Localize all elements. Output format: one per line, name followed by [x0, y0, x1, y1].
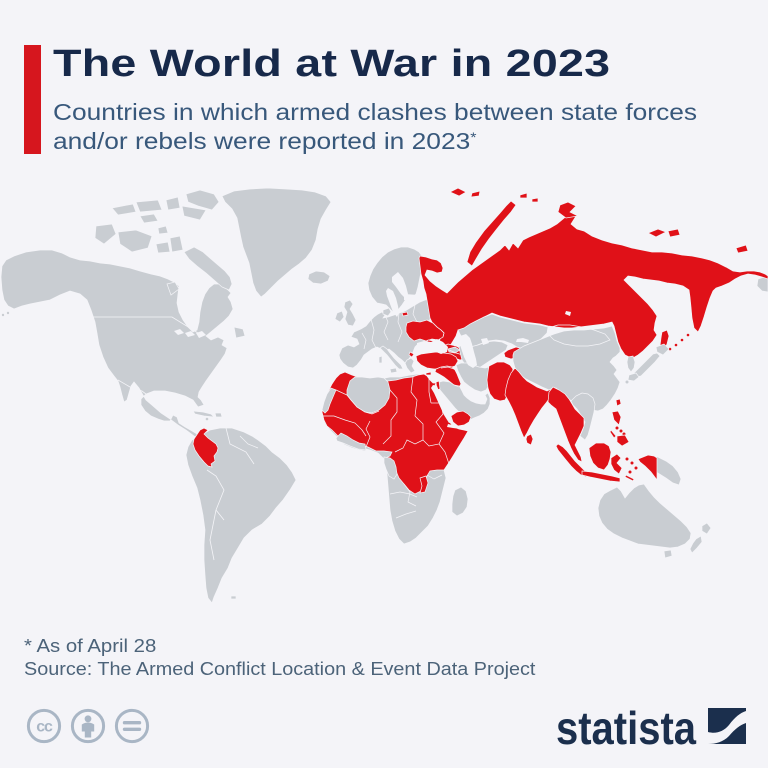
- svg-text:cc: cc: [36, 719, 53, 736]
- svg-text:statista: statista: [556, 702, 696, 752]
